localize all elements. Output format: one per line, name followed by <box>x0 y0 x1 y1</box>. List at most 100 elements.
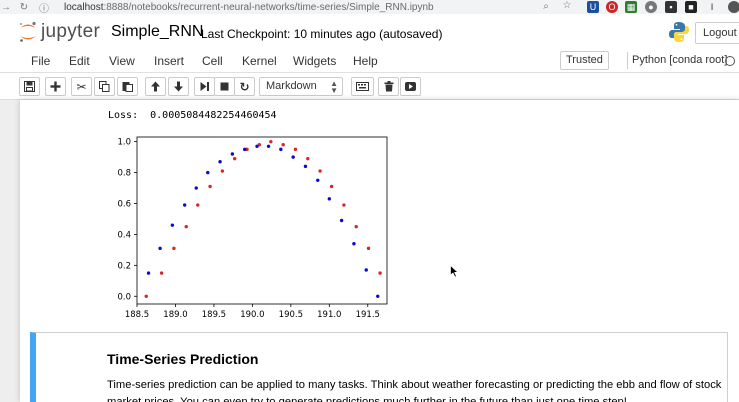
url-text[interactable]: localhost:8888/notebooks/recurrent-neura… <box>64 2 434 13</box>
trash-icon <box>384 81 393 92</box>
prediction-point <box>266 144 271 148</box>
menu-help[interactable]: Help <box>353 54 378 68</box>
x-tick-label: 189.5 <box>202 310 226 320</box>
mouse-cursor-icon <box>450 265 459 278</box>
prediction-scatter-plot: 188.5 189.0 189.5 190.0 190.5 191.0 191.5 0.00… <box>117 136 388 320</box>
insert-cell-button[interactable] <box>45 77 66 96</box>
prediction-point <box>206 170 210 175</box>
move-down-button[interactable] <box>168 77 189 96</box>
x-tick-label: 188.5 <box>125 310 149 320</box>
python-logo-icon <box>669 22 689 42</box>
cell-type-select[interactable]: Markdown ▲ ▼ <box>259 77 343 96</box>
restart-button[interactable]: ↻ <box>234 77 255 96</box>
prediction-point <box>339 218 344 223</box>
delete-button[interactable] <box>378 77 399 96</box>
y-tick-label: 0.0 <box>117 292 131 302</box>
prediction-point <box>170 223 175 227</box>
notebook-name[interactable]: Simple_RNN <box>111 23 204 40</box>
jupyter-header: jupyter Simple_RNN Last Checkpoint: 10 m… <box>0 14 739 48</box>
browser-address-bar: → ↻ ⓘ localhost:8888/notebooks/recurrent… <box>0 0 739 15</box>
target-point <box>318 169 322 173</box>
prediction-point <box>352 241 356 246</box>
prediction-point <box>303 164 308 169</box>
x-tick-label: 191.5 <box>356 310 380 320</box>
extension-camera-icon[interactable]: ■ <box>685 1 697 13</box>
info-icon[interactable]: ⓘ <box>39 3 49 15</box>
notebook-toolbar: ✂ ↻ Markdown ▲ ▼ <box>0 73 739 100</box>
prediction-point <box>242 147 247 152</box>
prediction-point <box>327 197 332 201</box>
prediction-point <box>146 271 151 275</box>
y-axis-ticks: 0.0 0.2 0.4 0.6 0.8 1.0 <box>117 138 137 302</box>
target-point <box>144 294 148 298</box>
url-path: :8888/notebooks/recurrent-neural-network… <box>103 1 434 13</box>
paste-button[interactable] <box>117 77 138 96</box>
save-button[interactable] <box>19 77 40 96</box>
jupyter-logo[interactable]: jupyter <box>18 21 100 43</box>
prediction-point <box>291 155 295 159</box>
target-point <box>329 184 334 189</box>
target-point <box>378 271 382 275</box>
logout-button[interactable]: Logout <box>695 22 739 44</box>
menu-insert[interactable]: Insert <box>154 54 185 68</box>
keyboard-icon <box>356 82 369 91</box>
target-point <box>220 169 225 173</box>
zoom-icon[interactable]: ⌕ <box>543 1 549 12</box>
target-point <box>354 224 358 229</box>
move-up-button[interactable] <box>145 77 166 96</box>
y-tick-label: 0.6 <box>117 199 131 209</box>
y-tick-label: 0.4 <box>117 230 131 240</box>
reload-icon[interactable]: ↻ <box>19 1 29 13</box>
kernel-status-icon <box>725 56 735 66</box>
run-button[interactable] <box>194 77 215 96</box>
section-heading: Time-Series Prediction <box>107 351 259 367</box>
target-point <box>293 147 298 152</box>
menu-widgets[interactable]: Widgets <box>293 54 337 68</box>
loss-output: Loss: 0.0005084482254460454 <box>108 110 277 121</box>
prediction-point <box>376 294 380 298</box>
menu-cell[interactable]: Cell <box>202 54 223 68</box>
target-point <box>159 271 164 275</box>
menu-view[interactable]: View <box>109 54 135 68</box>
section-paragraph: Time-series prediction can be applied to… <box>107 379 722 402</box>
extension-opera-icon[interactable]: O <box>606 1 618 13</box>
target-point <box>208 184 212 189</box>
forward-arrow-icon[interactable]: → <box>1 1 11 13</box>
kernel-separator <box>627 52 628 69</box>
trusted-indicator[interactable]: Trusted <box>560 51 609 70</box>
plus-icon <box>50 81 61 92</box>
interrupt-button[interactable] <box>214 77 235 96</box>
command-palette-button[interactable] <box>351 77 374 96</box>
bookmark-star-icon[interactable]: ☆ <box>562 0 572 11</box>
extension-u-icon[interactable]: U <box>587 1 599 13</box>
arrow-down-icon <box>174 81 183 92</box>
cut-button[interactable]: ✂ <box>71 77 92 96</box>
prediction-point <box>255 144 259 148</box>
menu-edit[interactable]: Edit <box>69 54 90 68</box>
target-point <box>196 203 200 207</box>
target-point <box>281 143 285 147</box>
youtube-icon <box>405 82 416 91</box>
menu-file[interactable]: File <box>31 54 51 68</box>
menu-kernel[interactable]: Kernel <box>242 54 277 68</box>
kernel-name: Python [conda root] <box>632 54 728 66</box>
copy-button[interactable] <box>94 77 115 96</box>
extension-gray-icon[interactable]: ● <box>645 1 657 13</box>
present-button[interactable] <box>400 77 421 96</box>
target-point <box>342 203 346 207</box>
prediction-point <box>230 152 235 156</box>
y-tick-label: 0.8 <box>117 169 131 179</box>
profile-avatar[interactable] <box>728 1 739 13</box>
markdown-cell[interactable]: Time-Series Prediction Time-series predi… <box>30 332 728 402</box>
extension-dark-icon[interactable]: ▪ <box>665 1 677 13</box>
cell-type-value: Markdown <box>266 80 317 92</box>
extension-bar-icon[interactable]: ǀ <box>710 2 714 12</box>
scissors-icon: ✂ <box>76 79 87 94</box>
select-caret-icon: ▲ ▼ <box>330 79 338 95</box>
paste-icon <box>122 82 133 92</box>
prediction-point <box>279 147 283 152</box>
plot-points <box>144 139 382 298</box>
stop-icon <box>220 82 229 91</box>
copy-icon <box>99 81 110 92</box>
extension-green-icon[interactable]: ▦ <box>625 1 637 13</box>
